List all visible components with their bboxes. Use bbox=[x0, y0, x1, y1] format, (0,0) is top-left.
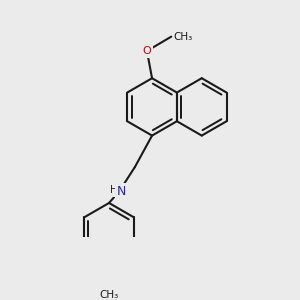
Text: CH₃: CH₃ bbox=[173, 32, 193, 42]
Text: CH₃: CH₃ bbox=[99, 290, 119, 300]
Text: H: H bbox=[110, 185, 117, 196]
Text: N: N bbox=[117, 185, 126, 198]
Text: O: O bbox=[142, 46, 151, 56]
